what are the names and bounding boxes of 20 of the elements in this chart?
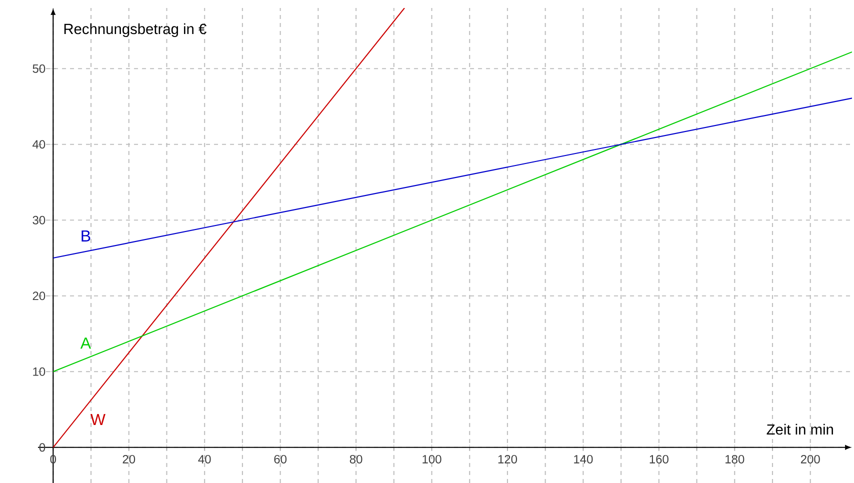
series-label: W — [90, 414, 106, 426]
x-tick-label: 180 — [726, 454, 744, 464]
x-tick-label: 200 — [800, 454, 820, 464]
y-axis-title: Rechnungsbetrag in € — [64, 23, 206, 38]
series-label: A — [80, 338, 92, 349]
x-tick-label: 120 — [498, 454, 518, 464]
x-tick-label: 40 — [198, 454, 211, 464]
x-tick-label: 160 — [650, 454, 668, 464]
x-tick-label: 20 — [122, 454, 136, 464]
y-tick-label: 40 — [32, 140, 46, 149]
y-tick-label: 20 — [32, 292, 46, 300]
x-tick-label: 60 — [274, 454, 287, 464]
y-tick-label: 50 — [32, 64, 46, 73]
y-tick-label: 10 — [33, 367, 46, 376]
x-tick-label: 140 — [574, 454, 593, 464]
series-label: B — [82, 230, 90, 242]
y-tick-label: 30 — [32, 216, 46, 224]
x-tick-label: 80 — [350, 454, 362, 464]
x-tick-label: 100 — [422, 454, 442, 464]
x-axis-title: Zeit in min — [766, 424, 833, 435]
